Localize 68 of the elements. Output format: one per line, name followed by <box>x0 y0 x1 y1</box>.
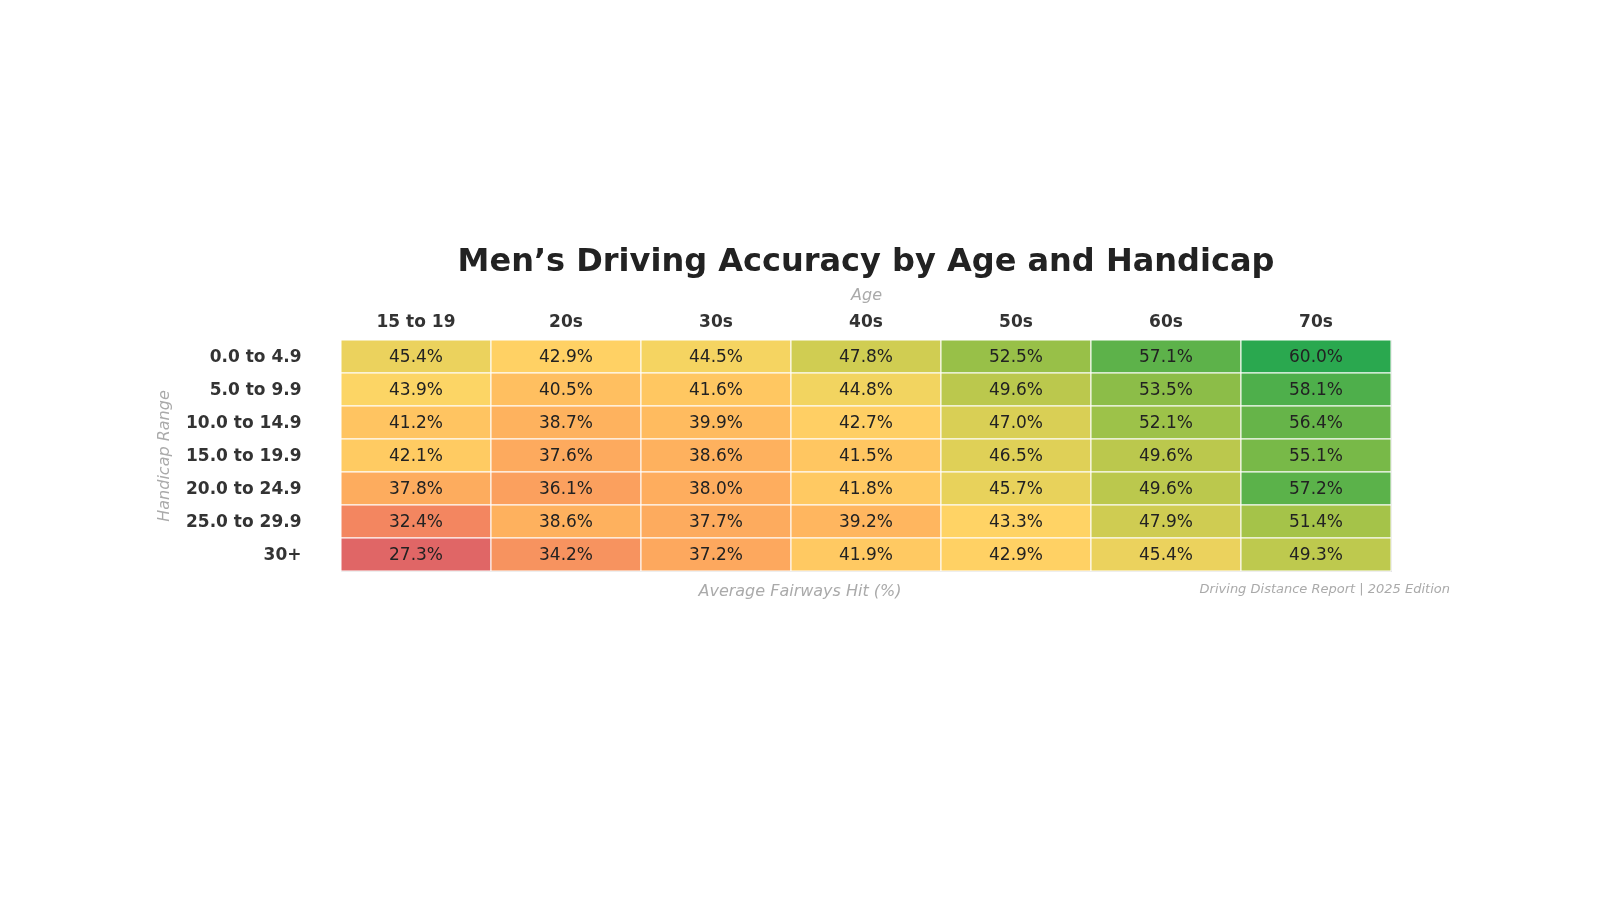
data-label: 39.9% <box>688 411 744 432</box>
data-label: 58.1% <box>1288 378 1344 399</box>
y-tick-label: 15.0 to 19.9 <box>185 444 302 465</box>
data-label: 41.9% <box>838 543 894 564</box>
data-label: 60.0% <box>1288 345 1344 366</box>
y-tick-label: 10.0 to 14.9 <box>185 411 302 432</box>
data-label: 51.4% <box>1288 510 1344 531</box>
x-tick-label: 40s <box>849 310 883 331</box>
data-label: 46.5% <box>988 444 1044 465</box>
data-label: 45.4% <box>1138 543 1194 564</box>
data-label: 41.8% <box>838 477 894 498</box>
data-label: 43.9% <box>388 378 444 399</box>
data-label: 45.4% <box>388 345 444 366</box>
data-label: 52.5% <box>988 345 1044 366</box>
text: Average Fairways Hit (%) <box>698 581 902 600</box>
data-label: 38.6% <box>538 510 594 531</box>
data-label: 47.0% <box>988 411 1044 432</box>
y-tick-label: 25.0 to 29.9 <box>185 510 302 531</box>
data-label: 32.4% <box>388 510 444 531</box>
data-label: 40.5% <box>538 378 594 399</box>
y-tick-label: 0.0 to 4.9 <box>209 345 302 366</box>
data-label: 42.9% <box>988 543 1044 564</box>
data-label: 37.7% <box>688 510 744 531</box>
data-label: 43.3% <box>988 510 1044 531</box>
data-label: 47.9% <box>1138 510 1194 531</box>
data-label: 42.9% <box>538 345 594 366</box>
data-label: 56.4% <box>1288 411 1344 432</box>
data-label: 57.1% <box>1138 345 1194 366</box>
x-tick-label: 20s <box>549 310 583 331</box>
data-label: 42.1% <box>388 444 444 465</box>
x-tick-label: 60s <box>1149 310 1183 331</box>
data-label: 52.1% <box>1138 411 1194 432</box>
y-tick-label: 20.0 to 24.9 <box>185 477 302 498</box>
data-label: 38.0% <box>688 477 744 498</box>
data-label: 47.8% <box>838 345 894 366</box>
y-tick-label: 5.0 to 9.9 <box>209 378 302 399</box>
data-label: 37.8% <box>388 477 444 498</box>
x-tick-label: 70s <box>1299 310 1333 331</box>
x-tick-label: 15 to 19 <box>376 310 456 331</box>
data-label: 41.5% <box>838 444 894 465</box>
data-label: 41.6% <box>688 378 744 399</box>
x-tick-label: 30s <box>699 310 733 331</box>
text: Driving Distance Report | 2025 Edition <box>1199 581 1450 596</box>
data-label: 37.6% <box>538 444 594 465</box>
x-axis-title: Age <box>850 284 883 304</box>
x-tick-label: 50s <box>999 310 1033 331</box>
data-label: 38.6% <box>688 444 744 465</box>
y-axis-title: Handicap Range <box>153 390 173 522</box>
data-label: 41.2% <box>388 411 444 432</box>
data-label: 37.2% <box>688 543 744 564</box>
chart-title: Men’s Driving Accuracy by Age and Handicap <box>457 241 1275 279</box>
data-label: 44.5% <box>688 345 744 366</box>
data-label: 49.6% <box>988 378 1044 399</box>
data-label: 39.2% <box>838 510 894 531</box>
data-label: 53.5% <box>1138 378 1194 399</box>
data-label: 49.6% <box>1138 444 1194 465</box>
data-label: 57.2% <box>1288 477 1344 498</box>
data-label: 38.7% <box>538 411 594 432</box>
data-label: 34.2% <box>538 543 594 564</box>
data-label: 42.7% <box>838 411 894 432</box>
data-label: 55.1% <box>1288 444 1344 465</box>
data-label: 36.1% <box>538 477 594 498</box>
data-label: 44.8% <box>838 378 894 399</box>
data-label: 49.6% <box>1138 477 1194 498</box>
data-label: 27.3% <box>388 543 444 564</box>
data-label: 45.7% <box>988 477 1044 498</box>
data-label: 49.3% <box>1288 543 1344 564</box>
y-tick-label: 30+ <box>263 543 302 564</box>
